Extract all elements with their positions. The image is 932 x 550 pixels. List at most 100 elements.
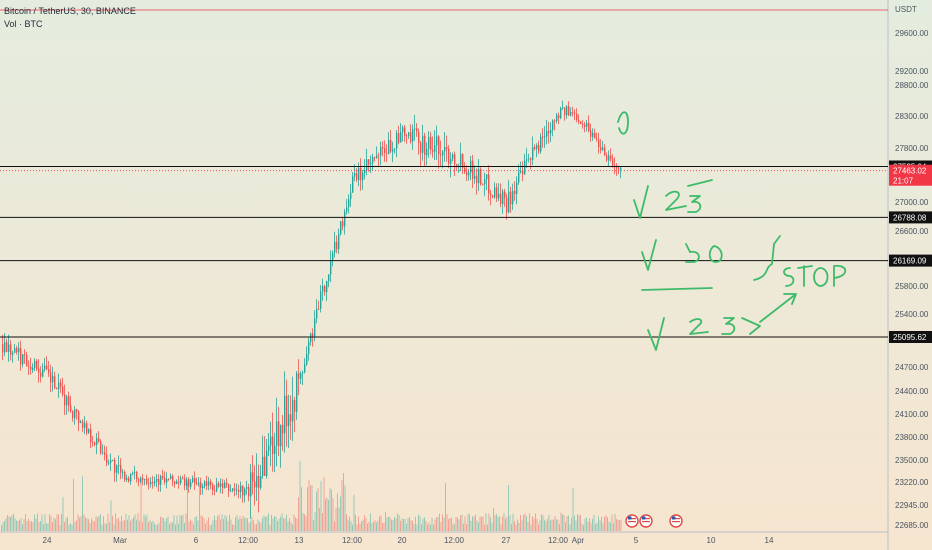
volume-bar bbox=[596, 522, 598, 531]
candle-body bbox=[34, 361, 36, 368]
candle-body bbox=[326, 280, 328, 293]
candle-body bbox=[6, 342, 8, 352]
volume-bar bbox=[362, 520, 364, 531]
volume-bar bbox=[332, 498, 334, 531]
time-axis[interactable]: 24 Mar 6 12:00 13 12:00 20 12:00 27 12:00 Apr 5 10 14 bbox=[43, 536, 774, 545]
candle-body bbox=[522, 171, 524, 175]
candle-body bbox=[338, 233, 340, 249]
volume-bar bbox=[479, 516, 481, 531]
candle-body bbox=[446, 147, 448, 149]
level-label: 25095.62 bbox=[893, 333, 927, 342]
candle-body bbox=[66, 396, 68, 406]
volume-bar bbox=[496, 514, 497, 531]
candle-body bbox=[608, 155, 610, 161]
candle-body bbox=[432, 149, 434, 152]
volume-bar bbox=[226, 516, 227, 531]
candle-body bbox=[478, 169, 480, 184]
volume-bar bbox=[322, 513, 323, 531]
handwritten-annotation-stroke bbox=[633, 185, 649, 219]
candle-body bbox=[154, 481, 156, 483]
volume-bar bbox=[284, 518, 286, 531]
freehand-drawings[interactable] bbox=[617, 111, 847, 351]
time-tick-label: 24 bbox=[43, 536, 52, 545]
volume-bar bbox=[466, 524, 467, 531]
volume-bar bbox=[302, 512, 304, 531]
volume-bar bbox=[592, 519, 593, 531]
candle-body bbox=[566, 106, 568, 116]
event-icons[interactable] bbox=[625, 514, 683, 528]
candle-body bbox=[408, 132, 410, 137]
volume-bar bbox=[7, 515, 8, 531]
candle-body bbox=[270, 436, 272, 446]
candle-body bbox=[422, 135, 424, 153]
candle-body bbox=[576, 113, 578, 120]
volume-bar bbox=[56, 514, 58, 531]
price-tick-label: 26600.00 bbox=[895, 227, 929, 236]
candle-body bbox=[126, 478, 128, 480]
candle-body bbox=[30, 366, 32, 370]
volume-bar bbox=[59, 525, 61, 531]
volume-bar bbox=[601, 516, 602, 531]
candle-body bbox=[72, 410, 74, 418]
candle-body bbox=[486, 174, 488, 180]
volume-bar bbox=[377, 520, 379, 531]
candle-body bbox=[38, 368, 40, 373]
candle-body bbox=[94, 442, 96, 445]
volume-bar bbox=[532, 516, 533, 531]
horizontal-levels[interactable]: 27525.9426788.0826169.0925095.6227463.02… bbox=[0, 9, 932, 343]
volume-bar bbox=[421, 524, 422, 531]
volume-bar bbox=[305, 516, 307, 531]
volume-bar bbox=[433, 524, 434, 531]
volume-bar bbox=[389, 516, 391, 531]
candle-body bbox=[420, 142, 422, 153]
volume-bar bbox=[277, 521, 278, 531]
candle-body bbox=[272, 436, 274, 455]
volume-bar bbox=[368, 521, 370, 531]
flag-stripe bbox=[628, 518, 636, 520]
volume-bar bbox=[283, 518, 284, 531]
volume-bar bbox=[533, 518, 535, 531]
volume-bar bbox=[233, 524, 235, 531]
volume-bar bbox=[347, 519, 349, 531]
candle-body bbox=[398, 133, 400, 143]
candle-body bbox=[538, 145, 540, 152]
candle-body bbox=[144, 478, 146, 480]
volume-bar bbox=[245, 518, 247, 531]
volume-bar bbox=[383, 522, 385, 531]
volume-bar bbox=[613, 523, 614, 531]
candle-body bbox=[196, 483, 198, 485]
volume-bar bbox=[196, 516, 197, 531]
candle-body bbox=[386, 152, 388, 154]
candle-body bbox=[50, 372, 52, 383]
handwritten-annotation-stroke bbox=[759, 293, 797, 323]
candle-body bbox=[464, 167, 466, 173]
candle-body bbox=[532, 147, 534, 160]
candle-body bbox=[526, 159, 528, 161]
candle-body bbox=[584, 124, 586, 127]
price-axis[interactable]: 29600.00 29200.00 28800.00 28300.00 27800.00… bbox=[895, 29, 929, 530]
candle-body bbox=[78, 411, 80, 423]
flag-stripe bbox=[628, 521, 636, 523]
volume-bar bbox=[514, 521, 515, 531]
volume-bar bbox=[355, 514, 356, 531]
volume-bar bbox=[142, 522, 143, 531]
volume-bar bbox=[463, 523, 464, 531]
volume-bar bbox=[310, 485, 311, 531]
volume-bar bbox=[307, 487, 308, 531]
volume-bar bbox=[14, 518, 16, 531]
volume-bar bbox=[443, 517, 445, 531]
volume-bar bbox=[616, 519, 617, 531]
candle-body bbox=[404, 127, 406, 136]
volume-bar bbox=[395, 518, 397, 531]
candle-body bbox=[534, 147, 536, 150]
volume-bar bbox=[107, 513, 109, 531]
volume-bar bbox=[559, 523, 560, 531]
candle-body bbox=[414, 128, 416, 130]
candle-body bbox=[356, 173, 358, 180]
candle-body bbox=[602, 147, 604, 151]
volume-bar bbox=[37, 513, 38, 531]
volume-bar bbox=[578, 515, 580, 531]
volume-bar bbox=[109, 522, 110, 531]
